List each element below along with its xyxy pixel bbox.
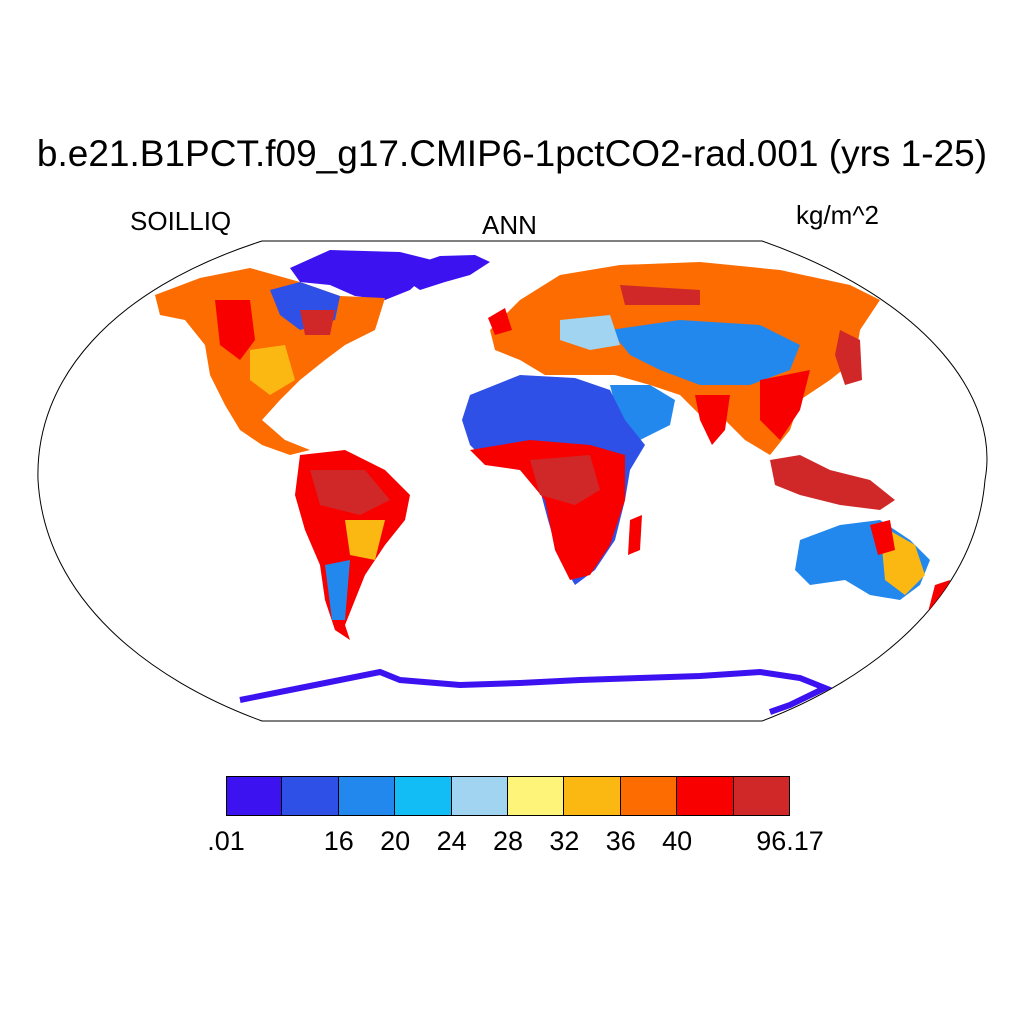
antarctica-outline bbox=[239, 668, 833, 715]
colorbar bbox=[226, 776, 790, 816]
colorbar-tick-label: 28 bbox=[492, 826, 524, 856]
variable-label: SOILLIQ bbox=[130, 206, 232, 236]
africa-core bbox=[530, 455, 600, 505]
colorbar-swatch bbox=[451, 776, 508, 816]
colorbar-tick-label: 36 bbox=[605, 826, 636, 856]
north-america-yellow bbox=[250, 345, 295, 395]
colorbar-tick-label: 16 bbox=[323, 826, 354, 856]
uk-red bbox=[488, 308, 512, 335]
colorbar-swatch bbox=[508, 776, 565, 816]
south-america-yellow bbox=[345, 520, 385, 560]
colorbar-tick-label: 96.17 bbox=[756, 826, 824, 856]
north-america-red bbox=[215, 300, 255, 360]
colorbar-swatch bbox=[282, 776, 339, 816]
colorbar-tick-label: .01 bbox=[207, 826, 245, 856]
colorbar-swatch bbox=[226, 776, 283, 816]
indonesia-land bbox=[770, 455, 895, 510]
north-america-red2 bbox=[300, 310, 335, 335]
colorbar-tick-label: 32 bbox=[549, 826, 580, 856]
madagascar-land bbox=[628, 515, 642, 555]
australia-red bbox=[870, 520, 895, 555]
units-label: kg/m^2 bbox=[796, 200, 880, 230]
colorbar-swatch bbox=[733, 776, 790, 816]
asia-lightblue bbox=[560, 315, 620, 350]
south-america-core bbox=[310, 470, 390, 515]
colorbar-tick-label: 20 bbox=[380, 826, 411, 856]
iceland-land bbox=[405, 255, 490, 290]
colorbar-tick-label: 40 bbox=[662, 826, 693, 856]
season-label: ANN bbox=[482, 210, 537, 240]
india-red bbox=[695, 395, 730, 445]
new-zealand-land bbox=[928, 580, 950, 612]
colorbar-swatch bbox=[395, 776, 452, 816]
colorbar-tick-label: 24 bbox=[436, 826, 467, 856]
east-asia-red bbox=[760, 370, 810, 440]
far-east-red bbox=[835, 330, 862, 385]
south-america-blue bbox=[325, 560, 350, 620]
colorbar-swatch bbox=[338, 776, 396, 816]
asia-blue bbox=[610, 320, 800, 385]
asia-red bbox=[620, 285, 700, 305]
plot-title: b.e21.B1PCT.f09_g17.CMIP6-1pctCO2-rad.00… bbox=[36, 133, 988, 174]
colorbar-swatch bbox=[677, 776, 734, 816]
colorbar-swatch bbox=[620, 776, 678, 816]
greenland-land bbox=[290, 250, 440, 300]
colorbar-swatch bbox=[564, 776, 621, 816]
